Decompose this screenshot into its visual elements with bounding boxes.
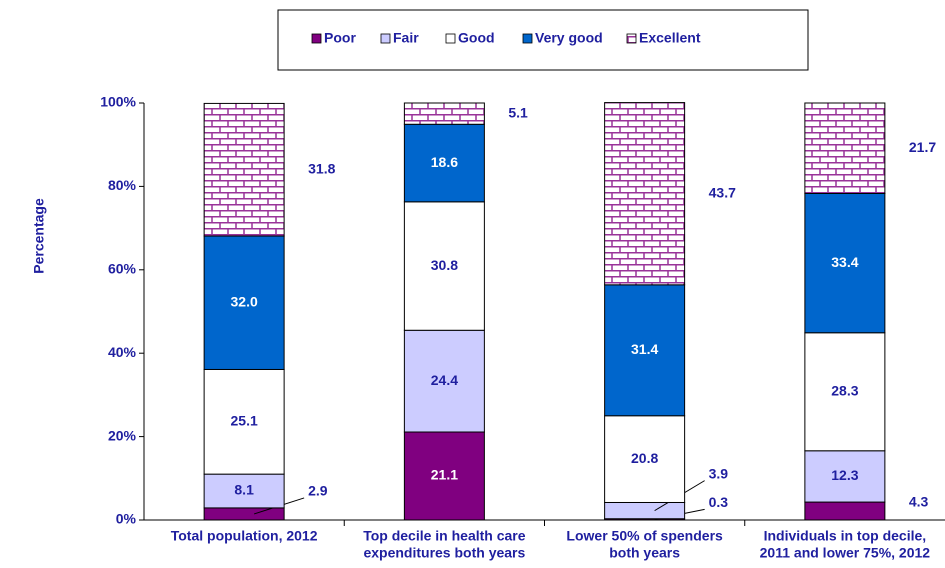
bar-segment bbox=[804, 501, 886, 521]
x-tick-label: expenditures both years bbox=[363, 545, 525, 561]
value-label: 3.9 bbox=[709, 465, 729, 481]
value-label: 31.8 bbox=[308, 160, 335, 176]
bar-segment bbox=[804, 332, 886, 452]
y-tick-label: 80% bbox=[108, 177, 137, 193]
legend-swatch bbox=[445, 33, 456, 44]
x-tick-label: Individuals in top decile, bbox=[764, 528, 927, 544]
value-label: 28.3 bbox=[831, 382, 858, 398]
legend-label: Very good bbox=[535, 30, 603, 46]
x-tick-label: both years bbox=[609, 545, 680, 561]
bar-segment bbox=[604, 501, 686, 520]
legend-swatch bbox=[380, 33, 391, 44]
value-label: 32.0 bbox=[231, 293, 258, 309]
y-tick-label: 0% bbox=[116, 511, 137, 527]
value-label: 33.4 bbox=[831, 254, 858, 270]
bar-segment bbox=[203, 507, 285, 521]
bar-segment bbox=[203, 102, 285, 237]
y-tick-label: 100% bbox=[100, 94, 136, 110]
x-tick-label: 2011 and lower 75%, 2012 bbox=[760, 545, 931, 561]
bar-segment bbox=[403, 201, 485, 331]
y-axis-label: Percentage bbox=[31, 198, 47, 274]
value-label: 8.1 bbox=[234, 482, 254, 498]
legend-swatch bbox=[522, 33, 533, 44]
value-label: 2.9 bbox=[308, 483, 328, 499]
y-tick-label: 20% bbox=[108, 427, 137, 443]
legend-label: Excellent bbox=[639, 30, 701, 46]
value-label: 20.8 bbox=[631, 450, 658, 466]
value-label: 4.3 bbox=[909, 494, 929, 510]
bar-segment bbox=[604, 415, 686, 503]
value-label: 0.3 bbox=[709, 494, 729, 510]
legend-label: Fair bbox=[393, 30, 419, 46]
value-label: 31.4 bbox=[631, 341, 658, 357]
legend-swatch bbox=[626, 33, 637, 44]
y-tick-label: 40% bbox=[108, 344, 137, 360]
value-label: 21.1 bbox=[431, 467, 458, 483]
bar-segment bbox=[403, 329, 485, 433]
bar-segment bbox=[804, 192, 886, 334]
x-tick-label: Total population, 2012 bbox=[171, 528, 318, 544]
bar-segment bbox=[604, 102, 686, 286]
legend-label: Poor bbox=[324, 30, 356, 46]
value-label: 21.7 bbox=[909, 139, 936, 155]
legend-box bbox=[277, 9, 809, 71]
bar-segment bbox=[604, 284, 686, 417]
value-label: 5.1 bbox=[508, 104, 528, 120]
bar-segment bbox=[403, 431, 485, 521]
value-label: 18.6 bbox=[431, 154, 458, 170]
value-label: 30.8 bbox=[431, 257, 458, 273]
bar-segment bbox=[804, 102, 886, 194]
legend-swatch bbox=[311, 33, 322, 44]
value-label: 12.3 bbox=[831, 467, 858, 483]
value-label: 43.7 bbox=[709, 184, 736, 200]
y-tick-label: 60% bbox=[108, 261, 137, 277]
bar-segment bbox=[403, 102, 485, 125]
value-label: 25.1 bbox=[231, 412, 258, 428]
value-label: 24.4 bbox=[431, 372, 458, 388]
x-tick-label: Lower 50% of spenders bbox=[566, 528, 723, 544]
legend-label: Good bbox=[458, 30, 495, 46]
x-tick-label: Top decile in health care bbox=[363, 528, 526, 544]
bar-segment bbox=[403, 123, 485, 203]
bar-segment bbox=[804, 450, 886, 503]
